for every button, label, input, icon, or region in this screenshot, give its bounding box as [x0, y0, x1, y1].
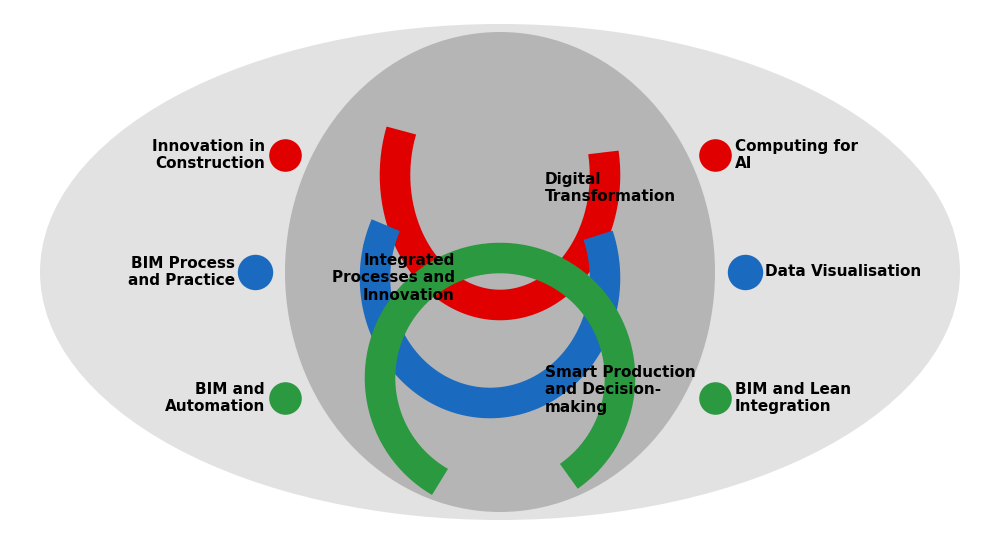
Text: Smart Production
and Decision-
making: Smart Production and Decision- making [545, 365, 696, 415]
Point [277, 394, 293, 403]
Text: Integrated
Processes and
Innovation: Integrated Processes and Innovation [332, 253, 455, 303]
Point [707, 151, 723, 159]
Point [707, 394, 723, 403]
Point [737, 268, 753, 276]
Text: BIM and
Automation: BIM and Automation [165, 382, 265, 414]
Ellipse shape [40, 24, 960, 520]
Ellipse shape [285, 32, 715, 512]
Text: BIM Process
and Practice: BIM Process and Practice [128, 256, 235, 288]
Text: Computing for
AI: Computing for AI [735, 139, 858, 171]
Point [247, 268, 263, 276]
Text: BIM and Lean
Integration: BIM and Lean Integration [735, 382, 851, 414]
Point [277, 151, 293, 159]
Text: Data Visualisation: Data Visualisation [765, 264, 921, 280]
Text: Digital
Transformation: Digital Transformation [545, 172, 676, 204]
Text: Innovation in
Construction: Innovation in Construction [152, 139, 265, 171]
